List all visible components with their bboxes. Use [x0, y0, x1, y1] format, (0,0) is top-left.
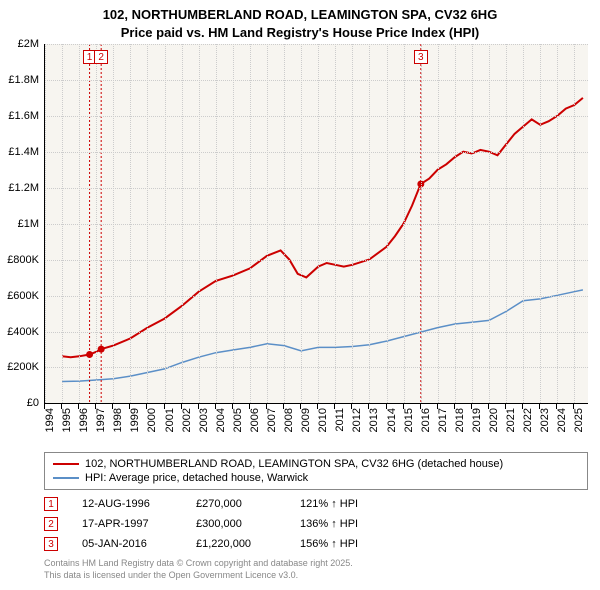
x-axis-label: 2017 — [437, 408, 449, 432]
y-axis-label: £600K — [7, 290, 39, 302]
x-axis-label: 2001 — [164, 408, 176, 432]
sale-marker-box: 2 — [94, 50, 108, 64]
legend-swatch — [53, 463, 79, 465]
x-axis-label: 1997 — [95, 408, 107, 432]
x-axis-label: 2018 — [454, 408, 466, 432]
title-line-2: Price paid vs. HM Land Registry's House … — [0, 24, 600, 42]
sale-marker-box: 3 — [414, 50, 428, 64]
x-axis-label: 2010 — [317, 408, 329, 432]
x-axis-label: 2006 — [249, 408, 261, 432]
sale-number-box: 3 — [44, 537, 58, 551]
x-axis-label: 2022 — [522, 408, 534, 432]
x-axis-label: 2007 — [266, 408, 278, 432]
y-axis-label: £1.2M — [8, 182, 39, 194]
x-axis-label: 2012 — [351, 408, 363, 432]
x-axis-label: 2015 — [403, 408, 415, 432]
x-axis-label: 2020 — [488, 408, 500, 432]
sale-date: 12-AUG-1996 — [82, 498, 172, 510]
x-axis-label: 1996 — [78, 408, 90, 432]
x-axis-label: 2021 — [505, 408, 517, 432]
y-axis-label: £200K — [7, 361, 39, 373]
sale-number-box: 1 — [44, 497, 58, 511]
x-axis-label: 2005 — [232, 408, 244, 432]
legend-row: 102, NORTHUMBERLAND ROAD, LEAMINGTON SPA… — [53, 457, 579, 471]
legend-label: 102, NORTHUMBERLAND ROAD, LEAMINGTON SPA… — [85, 458, 503, 470]
y-axis-label: £1M — [18, 218, 39, 230]
sale-hpi: 121% ↑ HPI — [300, 498, 390, 510]
x-axis-label: 2025 — [573, 408, 585, 432]
sale-date: 05-JAN-2016 — [82, 538, 172, 550]
sale-row: 1 12-AUG-1996 £270,000 121% ↑ HPI — [44, 494, 588, 514]
legend: 102, NORTHUMBERLAND ROAD, LEAMINGTON SPA… — [44, 452, 588, 490]
page: 102, NORTHUMBERLAND ROAD, LEAMINGTON SPA… — [0, 0, 600, 582]
legend-row: HPI: Average price, detached house, Warw… — [53, 471, 579, 485]
y-axis-label: £400K — [7, 326, 39, 338]
sale-row: 2 17-APR-1997 £300,000 136% ↑ HPI — [44, 514, 588, 534]
sale-price: £1,220,000 — [196, 538, 276, 550]
x-axis-label: 2014 — [386, 408, 398, 432]
y-axis-label: £1.4M — [8, 146, 39, 158]
chart-plot-area: £0£200K£400K£600K£800K£1M£1.2M£1.4M£1.6M… — [44, 44, 588, 404]
x-axis-label: 2024 — [556, 408, 568, 432]
series-line — [62, 98, 583, 357]
x-axis-label: 2008 — [283, 408, 295, 432]
x-axis-label: 2002 — [181, 408, 193, 432]
sale-number-box: 2 — [44, 517, 58, 531]
legend-label: HPI: Average price, detached house, Warw… — [85, 472, 308, 484]
sale-price: £300,000 — [196, 518, 276, 530]
x-axis-label: 2004 — [215, 408, 227, 432]
footer-line-2: This data is licensed under the Open Gov… — [44, 570, 588, 582]
x-axis-label: 2023 — [539, 408, 551, 432]
y-axis-label: £1.8M — [8, 74, 39, 86]
x-axis-label: 1994 — [44, 408, 56, 432]
title-line-1: 102, NORTHUMBERLAND ROAD, LEAMINGTON SPA… — [0, 6, 600, 24]
x-axis-label: 1999 — [129, 408, 141, 432]
x-axis-label: 2003 — [198, 408, 210, 432]
x-axis-label: 2000 — [146, 408, 158, 432]
sale-hpi: 136% ↑ HPI — [300, 518, 390, 530]
y-axis-label: £0 — [27, 397, 39, 409]
y-axis-label: £1.6M — [8, 110, 39, 122]
y-axis-label: £2M — [18, 38, 39, 50]
x-axis-label: 2011 — [334, 408, 346, 432]
sales-table: 1 12-AUG-1996 £270,000 121% ↑ HPI 2 17-APR-19… — [44, 494, 588, 554]
y-axis-label: £800K — [7, 254, 39, 266]
sale-price: £270,000 — [196, 498, 276, 510]
x-axis-labels: 1994 1995 1996 1997 1998 1999 2000 2001 2002 2003… — [44, 404, 588, 444]
footer-line-1: Contains HM Land Registry data © Crown c… — [44, 558, 588, 570]
sale-date: 17-APR-1997 — [82, 518, 172, 530]
x-axis-label: 2013 — [368, 408, 380, 432]
sale-hpi: 156% ↑ HPI — [300, 538, 390, 550]
x-axis-label: 2019 — [471, 408, 483, 432]
x-axis-label: 2009 — [300, 408, 312, 432]
legend-swatch — [53, 477, 79, 479]
footer-attribution: Contains HM Land Registry data © Crown c… — [44, 558, 588, 581]
x-axis-label: 2016 — [420, 408, 432, 432]
sale-row: 3 05-JAN-2016 £1,220,000 156% ↑ HPI — [44, 534, 588, 554]
x-axis-label: 1995 — [61, 408, 73, 432]
chart-title: 102, NORTHUMBERLAND ROAD, LEAMINGTON SPA… — [0, 0, 600, 44]
x-axis-label: 1998 — [112, 408, 124, 432]
